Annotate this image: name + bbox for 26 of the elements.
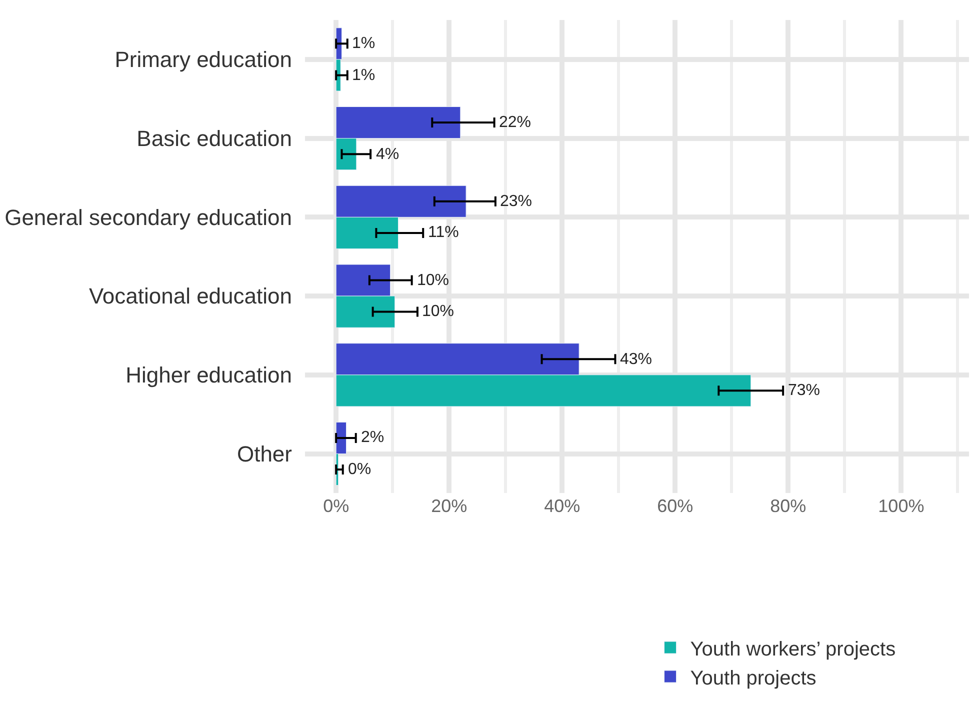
legend-label: Youth projects	[690, 667, 816, 690]
data-label: 0%	[348, 461, 372, 478]
data-label: 10%	[417, 272, 450, 289]
y-tick-label: Vocational education	[88, 284, 292, 309]
y-tick-label: Primary education	[114, 47, 292, 72]
legend-label: Youth workers’ projects	[690, 638, 896, 660]
y-tick-label: Other	[236, 441, 292, 466]
y-tick-label: General secondary education	[4, 204, 292, 230]
x-tick-label: 80%	[770, 496, 806, 516]
data-label: 11%	[428, 224, 459, 241]
data-label: 1%	[352, 67, 376, 84]
x-tick-label: 60%	[657, 496, 694, 516]
x-tick-label: 100%	[878, 496, 924, 516]
data-label: 73%	[788, 382, 820, 399]
data-label: 2%	[361, 429, 384, 446]
x-tick-label: 20%	[431, 496, 468, 516]
data-label: 1%	[352, 35, 376, 52]
data-label: 4%	[376, 146, 400, 163]
y-tick-label: Basic education	[136, 126, 292, 151]
data-label: 22%	[499, 114, 532, 131]
data-label: 43%	[620, 351, 652, 368]
x-tick-label: 40%	[544, 496, 580, 516]
data-label: 10%	[422, 303, 454, 320]
data-label: 23%	[500, 193, 532, 210]
y-tick-label: Higher education	[126, 362, 292, 388]
x-tick-label: 0%	[323, 496, 350, 516]
